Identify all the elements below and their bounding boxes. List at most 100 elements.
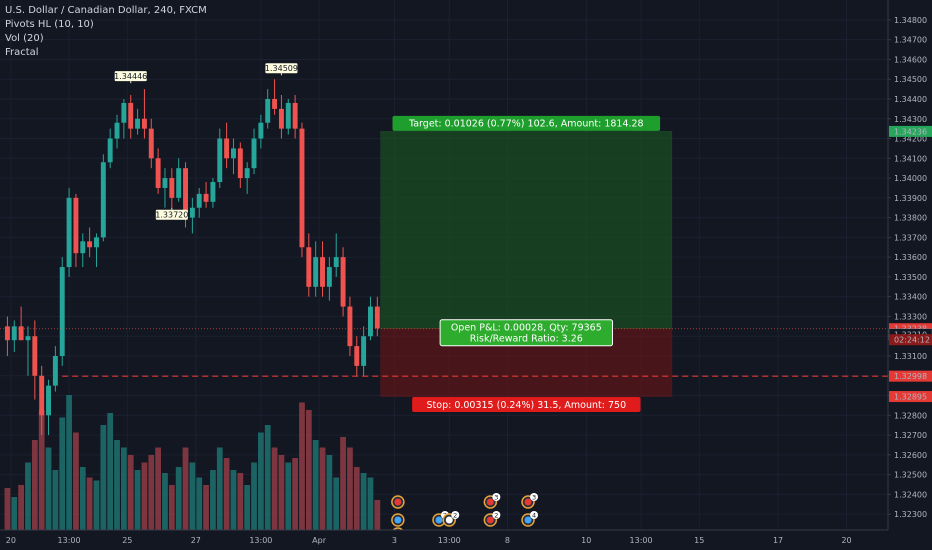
- legend-pivots[interactable]: Pivots HL (10, 10): [5, 19, 94, 30]
- time-tick-label: 27: [191, 536, 201, 545]
- candle-body: [217, 138, 223, 183]
- volume-bar: [155, 447, 162, 530]
- event-markers[interactable]: 223234: [391, 493, 539, 541]
- time-axis[interactable]: 20 13:00 25 27 13:00 Apr 3 13:00 8 10 13:00 15 17 20: [0, 529, 932, 550]
- candle-body: [32, 336, 38, 376]
- candle-body: [4, 326, 10, 341]
- volume-bar: [107, 413, 114, 530]
- target-label: Target: 0.01026 (0.77%) 102.6, Amount: 1…: [392, 115, 661, 131]
- target-zone: [380, 131, 673, 329]
- price-tick-label: 1.33400: [894, 293, 927, 302]
- volume-bar: [305, 410, 312, 530]
- legend-volume[interactable]: Vol (20): [5, 33, 44, 44]
- pivot-label: 1.34509: [265, 64, 298, 73]
- candle-body: [326, 267, 332, 287]
- candle-body: [39, 375, 45, 416]
- time-tick-label: 17: [773, 536, 783, 545]
- volume-bar: [182, 447, 189, 530]
- volume-bar: [216, 447, 223, 530]
- event-count: 4: [532, 512, 536, 520]
- volume-bar: [299, 402, 305, 530]
- event-count-badge: [492, 511, 501, 519]
- candle-body: [100, 162, 106, 238]
- time-tick-label: 25: [122, 536, 132, 545]
- pivot-label-box: [114, 71, 147, 82]
- volume-bar: [278, 455, 285, 530]
- price-tick-label: 1.34700: [894, 36, 927, 45]
- candle-body: [210, 182, 216, 202]
- candle-body: [333, 257, 339, 268]
- volume-bar: [59, 417, 66, 530]
- volume-bar: [257, 432, 264, 530]
- price-axis[interactable]: 1.32300 1.32400 1.32500 1.32600 1.32700 1.328…: [887, 0, 932, 550]
- candle-body: [203, 193, 209, 202]
- volume-bar: [244, 485, 251, 530]
- volume-bar: [114, 440, 120, 530]
- volume-bar: [93, 480, 100, 530]
- legend-symbol[interactable]: U.S. Dollar / Canadian Dollar, 240, FXCM: [5, 5, 207, 16]
- position-zones[interactable]: [380, 131, 673, 397]
- candles: [4, 79, 380, 436]
- price-tick-label: 1.32400: [894, 490, 927, 499]
- pivot-label-box: [155, 209, 188, 220]
- event-count-badge: [530, 511, 539, 519]
- time-axis-bg: [0, 530, 932, 550]
- volume-bar: [223, 458, 230, 530]
- event-count: 3: [532, 494, 536, 502]
- price-tick-label: 1.33800: [894, 214, 927, 223]
- volume-bar: [38, 410, 45, 530]
- stop-label: Stop: 0.00315 (0.24%) 31.5, Amount: 750: [412, 397, 641, 413]
- volume-bar: [175, 467, 182, 530]
- time-tick-label: 20: [6, 536, 16, 545]
- price-tag-stop: 1.32895: [889, 391, 932, 403]
- pivot-label: 1.34446: [114, 72, 147, 81]
- candle-body: [272, 98, 278, 109]
- chart-labels: 1.34446 1.34509 1.33720 Target: 0.01026 (0.…: [114, 63, 661, 413]
- price-tick-label: 1.34400: [894, 95, 927, 104]
- volume-bar: [340, 437, 346, 530]
- volume-bar: [73, 432, 79, 530]
- legend-fractal[interactable]: Fractal: [5, 47, 39, 58]
- volume-bar: [52, 470, 59, 530]
- volume-bar: [367, 477, 374, 530]
- event-count-badge: [451, 511, 460, 519]
- candle-body: [18, 326, 24, 341]
- time-tick-label: 10: [581, 536, 591, 545]
- price-tick-label: 1.34200: [894, 135, 927, 144]
- candle-body: [265, 98, 271, 123]
- candle-body: [183, 168, 188, 218]
- price-axis-bg: [888, 0, 932, 550]
- candle-body: [66, 197, 72, 268]
- candle-body: [141, 118, 147, 129]
- candle-body: [46, 385, 51, 416]
- time-tick-label: 13:00: [630, 536, 653, 545]
- candle-body: [155, 158, 161, 188]
- candle-body: [299, 128, 305, 248]
- candle-body: [196, 193, 202, 208]
- price-tag-text: 1.32998: [894, 372, 927, 381]
- candle-body: [237, 148, 243, 179]
- time-tick-label: 13:00: [249, 536, 272, 545]
- volume-bar: [168, 485, 175, 530]
- event-count: 3: [494, 494, 498, 502]
- candle-body: [244, 168, 250, 179]
- stop-label-text: Stop: 0.00315 (0.24%) 31.5, Amount: 750: [427, 400, 627, 411]
- candle-body: [313, 257, 319, 287]
- time-tick-label: 15: [694, 536, 704, 545]
- candle-body: [278, 108, 284, 129]
- price-tick-label: 1.33700: [894, 233, 927, 242]
- candle-body: [52, 356, 58, 386]
- target-label-box: [392, 115, 661, 131]
- chart-legend: U.S. Dollar / Canadian Dollar, 240, FXCM…: [5, 4, 207, 60]
- volume-bar: [326, 455, 333, 530]
- candle-body: [59, 267, 65, 356]
- candle-body: [258, 122, 264, 139]
- volume-bar: [100, 425, 107, 530]
- candle-body: [224, 138, 230, 159]
- price-tick-label: 1.32800: [894, 411, 927, 420]
- event-count-badge: [530, 493, 539, 501]
- volume-bar: [86, 477, 93, 530]
- pnl-label-box: [439, 319, 614, 347]
- volume-bar: [79, 467, 86, 530]
